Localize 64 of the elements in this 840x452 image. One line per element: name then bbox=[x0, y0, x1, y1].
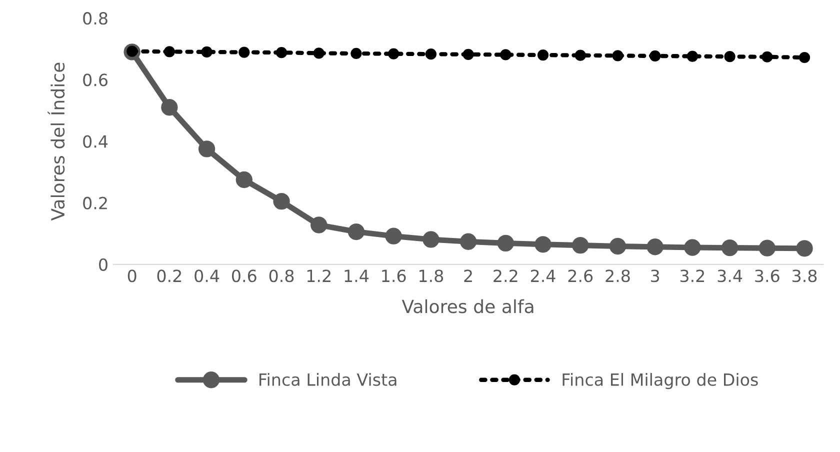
point bbox=[650, 50, 661, 62]
point bbox=[238, 46, 250, 58]
y-tick-label: 0.4 bbox=[83, 135, 108, 148]
x-tick-label: 1.4 bbox=[344, 270, 369, 282]
y-tick-label: 0 bbox=[99, 258, 108, 271]
point bbox=[460, 233, 477, 250]
point bbox=[198, 140, 216, 158]
point bbox=[758, 240, 776, 256]
point bbox=[762, 51, 773, 62]
x-tick-label: 2.2 bbox=[494, 270, 518, 282]
point bbox=[201, 46, 212, 58]
point bbox=[500, 49, 512, 60]
x-tick-label: 2.6 bbox=[568, 270, 593, 282]
point bbox=[310, 216, 328, 234]
point bbox=[313, 48, 324, 59]
x-tick-label: 0.6 bbox=[232, 270, 256, 282]
x-tick-label: 1.8 bbox=[420, 270, 444, 282]
x-tick-label: 2.4 bbox=[530, 270, 556, 282]
point bbox=[161, 99, 178, 116]
point bbox=[236, 171, 252, 188]
point bbox=[273, 192, 290, 210]
point bbox=[385, 228, 402, 244]
x-tick-label: 2.8 bbox=[606, 270, 630, 282]
x-tick-label: 3.8 bbox=[792, 270, 817, 282]
point bbox=[276, 47, 288, 58]
point bbox=[348, 223, 365, 240]
x-tick-label: 3 bbox=[651, 270, 660, 282]
legend-label: Finca El Milagro de Dios bbox=[562, 373, 758, 390]
point bbox=[721, 239, 738, 256]
y-tick-label: 0.6 bbox=[83, 74, 108, 86]
legend-label: Finca Linda Vista bbox=[260, 373, 396, 386]
x-tick-label: 1.2 bbox=[307, 270, 330, 282]
point bbox=[684, 239, 701, 256]
point bbox=[462, 48, 474, 60]
x-tick-label: 3.4 bbox=[718, 270, 742, 282]
point bbox=[534, 236, 552, 253]
point bbox=[388, 48, 400, 60]
point bbox=[537, 49, 549, 61]
x-axis-title: Valores de alfa bbox=[402, 299, 534, 314]
point bbox=[798, 52, 810, 64]
point bbox=[425, 48, 436, 60]
x-tick-label: 3.6 bbox=[755, 270, 780, 282]
point bbox=[724, 51, 736, 62]
x-tick-label: 0.8 bbox=[269, 270, 294, 282]
point bbox=[164, 46, 175, 58]
point bbox=[572, 236, 589, 254]
point bbox=[609, 238, 626, 255]
point bbox=[497, 234, 514, 252]
y-tick-label: 0.2 bbox=[83, 196, 107, 210]
y-axis-title: Valores del Índice bbox=[48, 62, 65, 221]
x-tick-label: 0 bbox=[128, 270, 136, 282]
point bbox=[612, 50, 624, 62]
point bbox=[574, 50, 586, 61]
point bbox=[796, 240, 813, 257]
point bbox=[686, 50, 698, 62]
x-tick-label: 3.2 bbox=[680, 270, 704, 282]
x-tick-label: 1.6 bbox=[382, 270, 406, 282]
point bbox=[646, 238, 664, 256]
x-tick-label: 0.2 bbox=[157, 270, 182, 282]
x-tick-label: 0.4 bbox=[194, 270, 220, 282]
point bbox=[350, 48, 362, 60]
x-tick-label: 2 bbox=[464, 270, 472, 282]
y-tick-label: 0.8 bbox=[83, 12, 108, 25]
point bbox=[422, 231, 440, 248]
